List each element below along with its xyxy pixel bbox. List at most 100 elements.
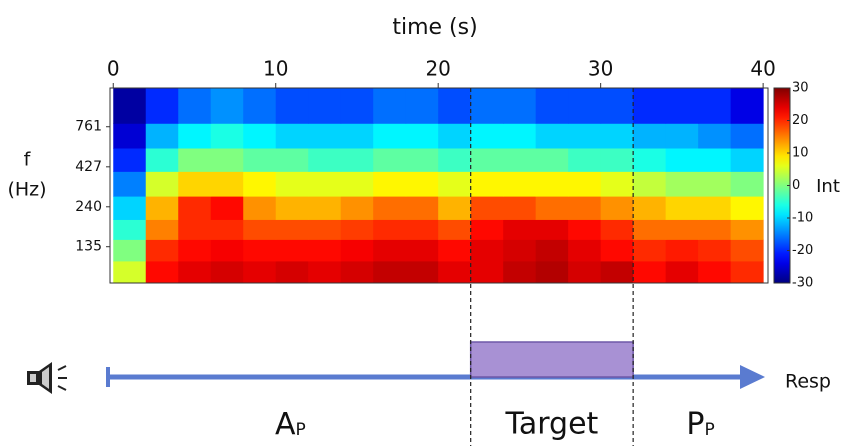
heatmap-cell (373, 196, 407, 220)
phase-label: PP (686, 407, 714, 442)
heatmap-cell (730, 196, 764, 220)
heatmap-cell (405, 219, 439, 240)
heatmap-cell (210, 260, 244, 284)
heatmap-cell (340, 260, 374, 284)
heatmap-cell (405, 171, 439, 197)
heatmap-cell (665, 88, 699, 124)
heatmap-cell (438, 88, 472, 124)
heatmap-cell (405, 196, 439, 220)
heatmap-cell (568, 196, 602, 220)
heatmap-cell (275, 123, 309, 149)
heatmap-cell (113, 239, 147, 262)
heatmap-cell (438, 148, 472, 172)
heatmap-cell (470, 196, 504, 220)
heatmap-cell (503, 219, 537, 240)
heatmap-cell (308, 148, 342, 172)
heatmap-cell (665, 123, 699, 149)
heatmap-cell (438, 239, 472, 262)
heatmap-cell (600, 196, 634, 220)
heatmap-cell (308, 239, 342, 262)
heatmap-cell (665, 171, 699, 197)
heatmap-cell (535, 88, 569, 124)
x-tick-label: 20 (425, 57, 450, 81)
heatmap-cell (568, 171, 602, 197)
heatmap-cell (275, 148, 309, 172)
x-tick-label: 0 (107, 57, 120, 81)
heatmap-cell (698, 260, 732, 284)
heatmap-cell (373, 123, 407, 149)
heatmap-cell (113, 88, 147, 124)
heatmap-cell (535, 148, 569, 172)
heatmap-cell (145, 88, 179, 124)
heatmap-cell (600, 260, 634, 284)
heatmap-cell (535, 171, 569, 197)
heatmap-cell (470, 148, 504, 172)
heatmap-cell (470, 88, 504, 124)
heatmap-cell (470, 239, 504, 262)
x-axis-title: time (s) (392, 15, 477, 40)
heatmap-cell (210, 123, 244, 149)
heatmap-cell (633, 171, 667, 197)
heatmap-cell (665, 219, 699, 240)
heatmap-cell (665, 260, 699, 284)
heatmap-cell (568, 88, 602, 124)
heatmap-cell (275, 260, 309, 284)
heatmap-cell (438, 171, 472, 197)
heatmap-cell (438, 196, 472, 220)
heatmap-cell (535, 196, 569, 220)
heatmap-cell (145, 239, 179, 262)
heatmap-cell (438, 260, 472, 284)
heatmap-cell (568, 148, 602, 172)
heatmap-cell (600, 88, 634, 124)
heatmap-cell (373, 239, 407, 262)
colorbar-title: Int (816, 176, 840, 197)
y-tick-label: 135 (75, 239, 102, 255)
heatmap-cell (373, 148, 407, 172)
heatmap-cell (243, 219, 277, 240)
heatmap-cell (145, 219, 179, 240)
heatmap-cell (308, 171, 342, 197)
heatmap-cell (698, 123, 732, 149)
heatmap-cell (373, 260, 407, 284)
heatmap-cell (340, 88, 374, 124)
heatmap-cell (243, 148, 277, 172)
colorbar-tick-label: -20 (792, 243, 813, 258)
heatmap-cell (698, 239, 732, 262)
heatmap-cell (145, 196, 179, 220)
heatmap-cell (178, 123, 212, 149)
heatmap-cell (730, 123, 764, 149)
x-tick-label: 30 (588, 57, 613, 81)
plot-frame (109, 87, 769, 284)
heatmap-cell (470, 219, 504, 240)
heatmap-cell (535, 123, 569, 149)
heatmap-cell (600, 219, 634, 240)
target-label: Target (505, 407, 599, 442)
heatmap-cell (340, 148, 374, 172)
phase-label: AP (275, 407, 306, 442)
heatmap-cell (405, 148, 439, 172)
heatmap-cell (568, 260, 602, 284)
colorbar-tick-label: 20 (792, 113, 809, 128)
heatmap-cell (665, 239, 699, 262)
heatmap-cell (633, 123, 667, 149)
heatmap-cell (568, 239, 602, 262)
heatmap-cell (568, 123, 602, 149)
heatmap-cell (243, 123, 277, 149)
heatmap-cell (633, 148, 667, 172)
phase-subscript: P (295, 420, 305, 440)
heatmap-cell (210, 88, 244, 124)
heatmap-cell (405, 88, 439, 124)
heatmap-cell (503, 88, 537, 124)
heatmap-cell (600, 123, 634, 149)
heatmap-cell (178, 239, 212, 262)
heatmap-cell (145, 260, 179, 284)
heatmap-cell (503, 148, 537, 172)
heatmap-cell (178, 171, 212, 197)
heatmap-cell (633, 239, 667, 262)
heatmap-cell (113, 171, 147, 197)
heatmap-cell (308, 219, 342, 240)
colorbar-tick-label: 0 (792, 178, 800, 193)
heatmap-cell (503, 171, 537, 197)
heatmap-cell (113, 196, 147, 220)
heatmap-cell (178, 88, 212, 124)
